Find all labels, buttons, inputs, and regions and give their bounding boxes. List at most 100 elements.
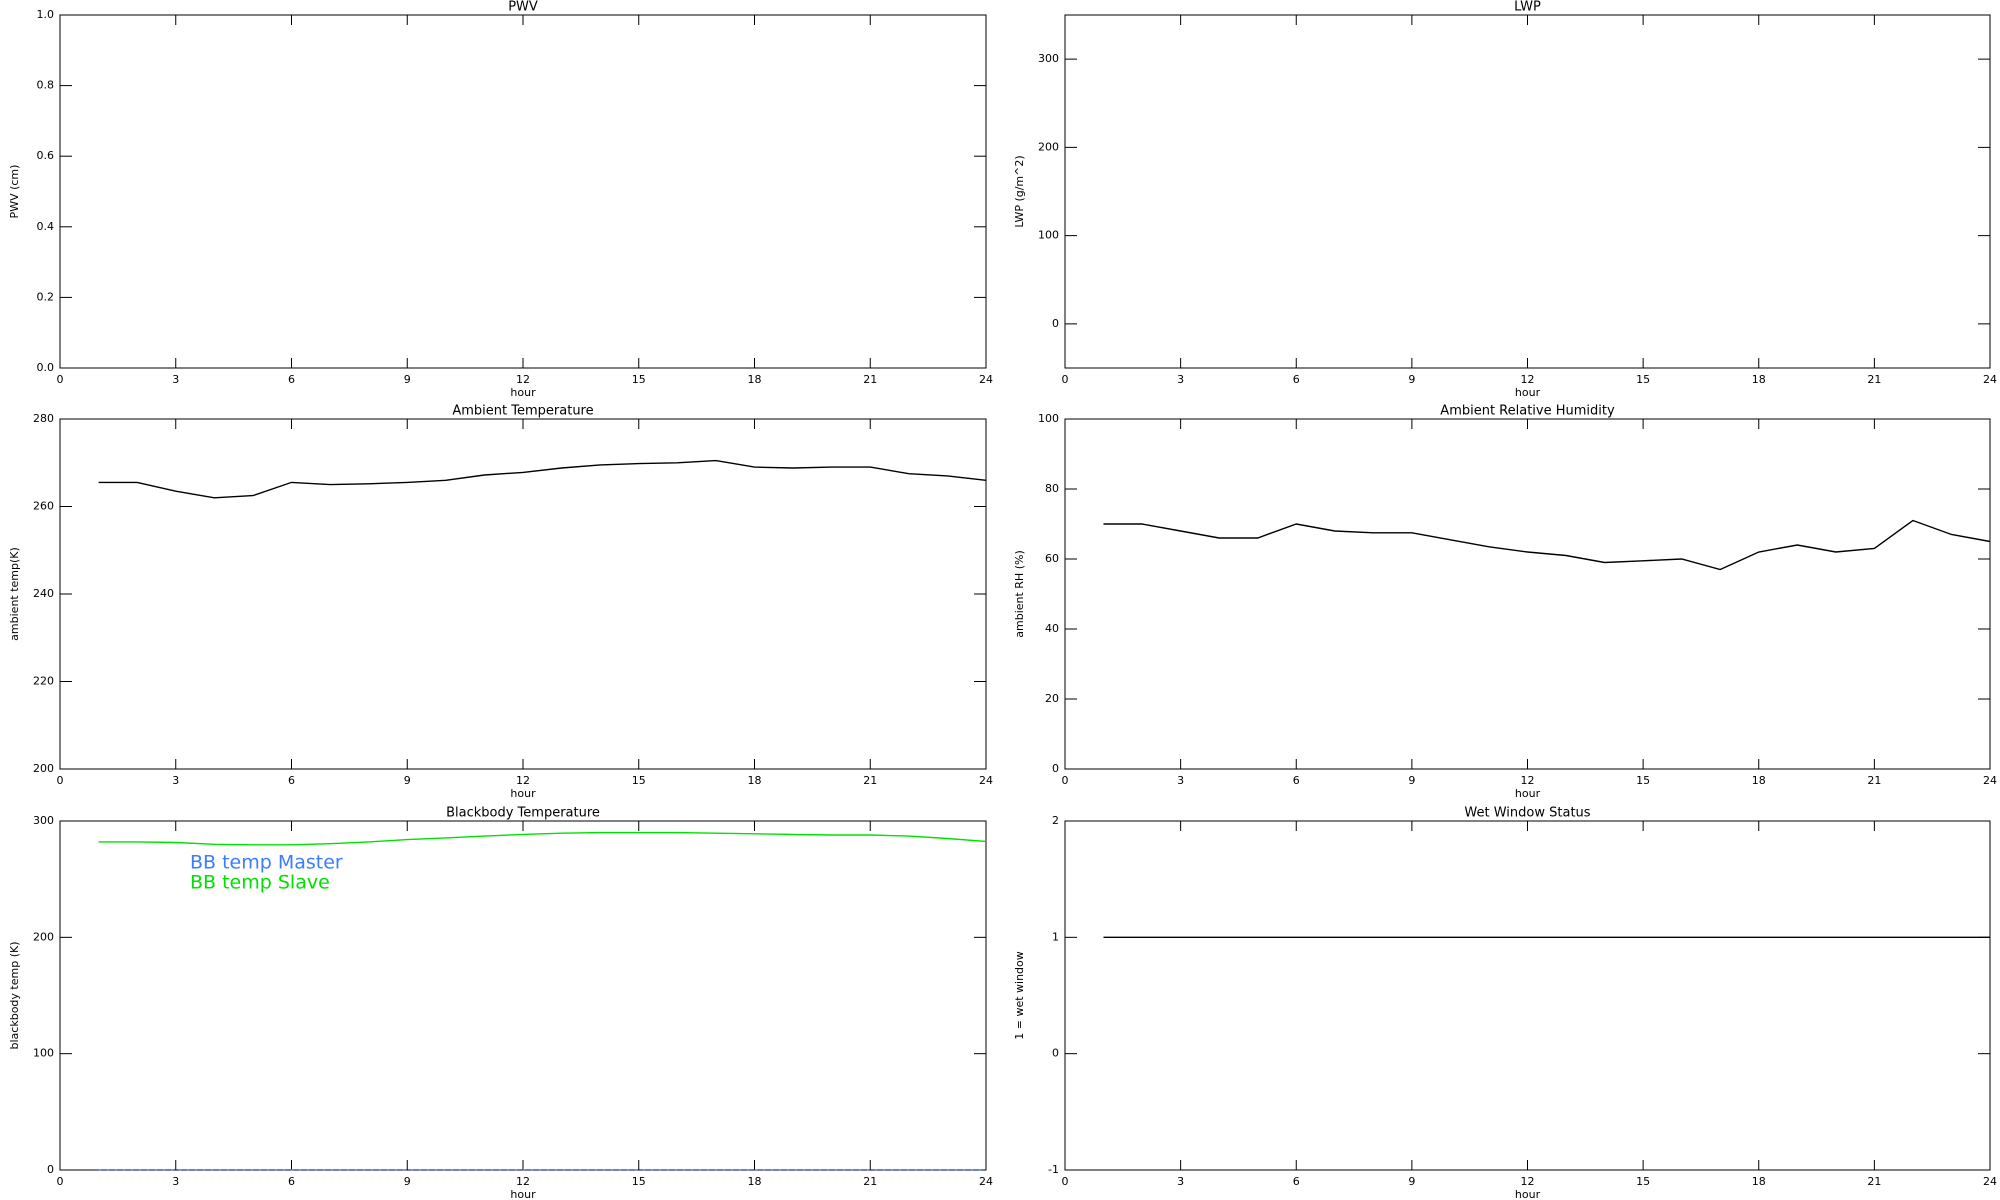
y-tick-label: 200: [33, 762, 54, 775]
chart-title: LWP: [1514, 0, 1541, 15]
x-axis-label: hour: [510, 787, 536, 800]
x-tick-label: 12: [1521, 1175, 1535, 1188]
chart-title: Wet Window Status: [1464, 806, 1590, 821]
chart-title: PWV: [508, 0, 538, 15]
x-tick-label: 21: [1867, 373, 1881, 386]
x-tick-label: 15: [1636, 373, 1650, 386]
y-axis-label: LWP (g/m^2): [1013, 155, 1026, 227]
y-tick-label: 1: [1052, 930, 1059, 943]
x-tick-label: 24: [979, 373, 993, 386]
x-axis-label: hour: [1515, 1188, 1541, 1200]
x-tick-label: 3: [172, 774, 179, 787]
y-tick-label: 200: [1038, 140, 1059, 153]
x-tick-label: 21: [863, 373, 877, 386]
x-axis-label: hour: [1515, 787, 1541, 800]
x-tick-label: 0: [57, 1175, 64, 1188]
y-tick-label: 300: [1038, 52, 1059, 65]
x-tick-label: 3: [1177, 1175, 1184, 1188]
y-tick-label: 0.2: [37, 290, 55, 303]
y-tick-label: 0: [1052, 1047, 1059, 1060]
x-tick-label: 6: [288, 373, 295, 386]
x-tick-label: 6: [1293, 774, 1300, 787]
y-tick-label: 0.6: [37, 149, 55, 162]
y-tick-label: 0: [47, 1163, 54, 1176]
x-tick-label: 24: [1983, 373, 1997, 386]
x-tick-label: 6: [1293, 1175, 1300, 1188]
x-tick-label: 0: [57, 774, 64, 787]
x-tick-label: 12: [516, 373, 530, 386]
x-tick-label: 18: [748, 373, 762, 386]
plot-frame: [59, 14, 987, 369]
x-tick-label: 15: [1636, 1175, 1650, 1188]
x-tick-label: 15: [632, 373, 646, 386]
data-line: [1103, 519, 1991, 571]
x-tick-label: 3: [1177, 774, 1184, 787]
x-tick-label: 3: [172, 373, 179, 386]
x-tick-label: 15: [1636, 774, 1650, 787]
x-tick-label: 18: [748, 774, 762, 787]
y-tick-label: 1.0: [37, 8, 55, 21]
x-tick-label: 0: [1062, 373, 1069, 386]
x-axis-label: hour: [510, 386, 536, 399]
y-tick-label: 300: [33, 814, 54, 827]
x-tick-label: 3: [1177, 373, 1184, 386]
x-tick-label: 6: [288, 1175, 295, 1188]
y-tick-label: 60: [1045, 552, 1059, 565]
data-line: [98, 459, 987, 499]
x-tick-label: 9: [1408, 774, 1415, 787]
x-tick-label: 21: [1867, 774, 1881, 787]
plot-frame: [1064, 820, 1991, 1171]
x-tick-label: 18: [1752, 1175, 1766, 1188]
x-axis-label: hour: [1515, 386, 1541, 399]
y-axis-label: ambient temp(K): [8, 547, 21, 641]
y-tick-label: 0.4: [37, 220, 55, 233]
x-tick-label: 12: [516, 1175, 530, 1188]
y-tick-label: 100: [1038, 412, 1059, 425]
x-tick-label: 9: [404, 774, 411, 787]
x-tick-label: 15: [632, 774, 646, 787]
x-tick-label: 12: [1521, 774, 1535, 787]
chart-title: Blackbody Temperature: [446, 806, 600, 821]
x-tick-label: 6: [288, 774, 295, 787]
x-tick-label: 12: [1521, 373, 1535, 386]
x-tick-label: 9: [1408, 373, 1415, 386]
x-axis-label: hour: [510, 1188, 536, 1200]
x-tick-label: 18: [1752, 373, 1766, 386]
plot-frame: [59, 418, 987, 770]
x-tick-label: 24: [1983, 1175, 1997, 1188]
legend-entry: BB temp Slave: [190, 872, 330, 894]
x-tick-label: 0: [1062, 774, 1069, 787]
y-tick-label: 280: [33, 412, 54, 425]
chart-title: Ambient Temperature: [452, 404, 593, 419]
y-tick-label: 20: [1045, 692, 1059, 705]
x-tick-label: 6: [1293, 373, 1300, 386]
y-tick-label: 0: [1052, 317, 1059, 330]
y-axis-label: PWV (cm): [8, 165, 21, 219]
y-tick-label: 0.0: [37, 361, 55, 374]
y-tick-label: -1: [1048, 1163, 1059, 1176]
chart-title: Ambient Relative Humidity: [1440, 404, 1615, 419]
x-tick-label: 21: [1867, 1175, 1881, 1188]
y-tick-label: 0: [1052, 762, 1059, 775]
x-tick-label: 0: [1062, 1175, 1069, 1188]
y-axis-label: blackbody temp (K): [8, 942, 21, 1050]
x-tick-label: 9: [404, 1175, 411, 1188]
x-tick-label: 9: [1408, 1175, 1415, 1188]
y-tick-label: 200: [33, 930, 54, 943]
y-tick-label: 80: [1045, 482, 1059, 495]
x-tick-label: 9: [404, 373, 411, 386]
x-tick-label: 18: [748, 1175, 762, 1188]
x-tick-label: 0: [57, 373, 64, 386]
legend-entry: BB temp Master: [190, 852, 343, 874]
x-tick-label: 3: [172, 1175, 179, 1188]
y-tick-label: 0.8: [37, 79, 55, 92]
x-tick-label: 21: [863, 1175, 877, 1188]
x-tick-label: 24: [1983, 774, 1997, 787]
y-tick-label: 260: [33, 500, 54, 513]
x-tick-label: 15: [632, 1175, 646, 1188]
data-line: [98, 831, 987, 846]
x-tick-label: 12: [516, 774, 530, 787]
y-axis-label: 1 = wet window: [1013, 951, 1026, 1040]
y-tick-label: 220: [33, 675, 54, 688]
